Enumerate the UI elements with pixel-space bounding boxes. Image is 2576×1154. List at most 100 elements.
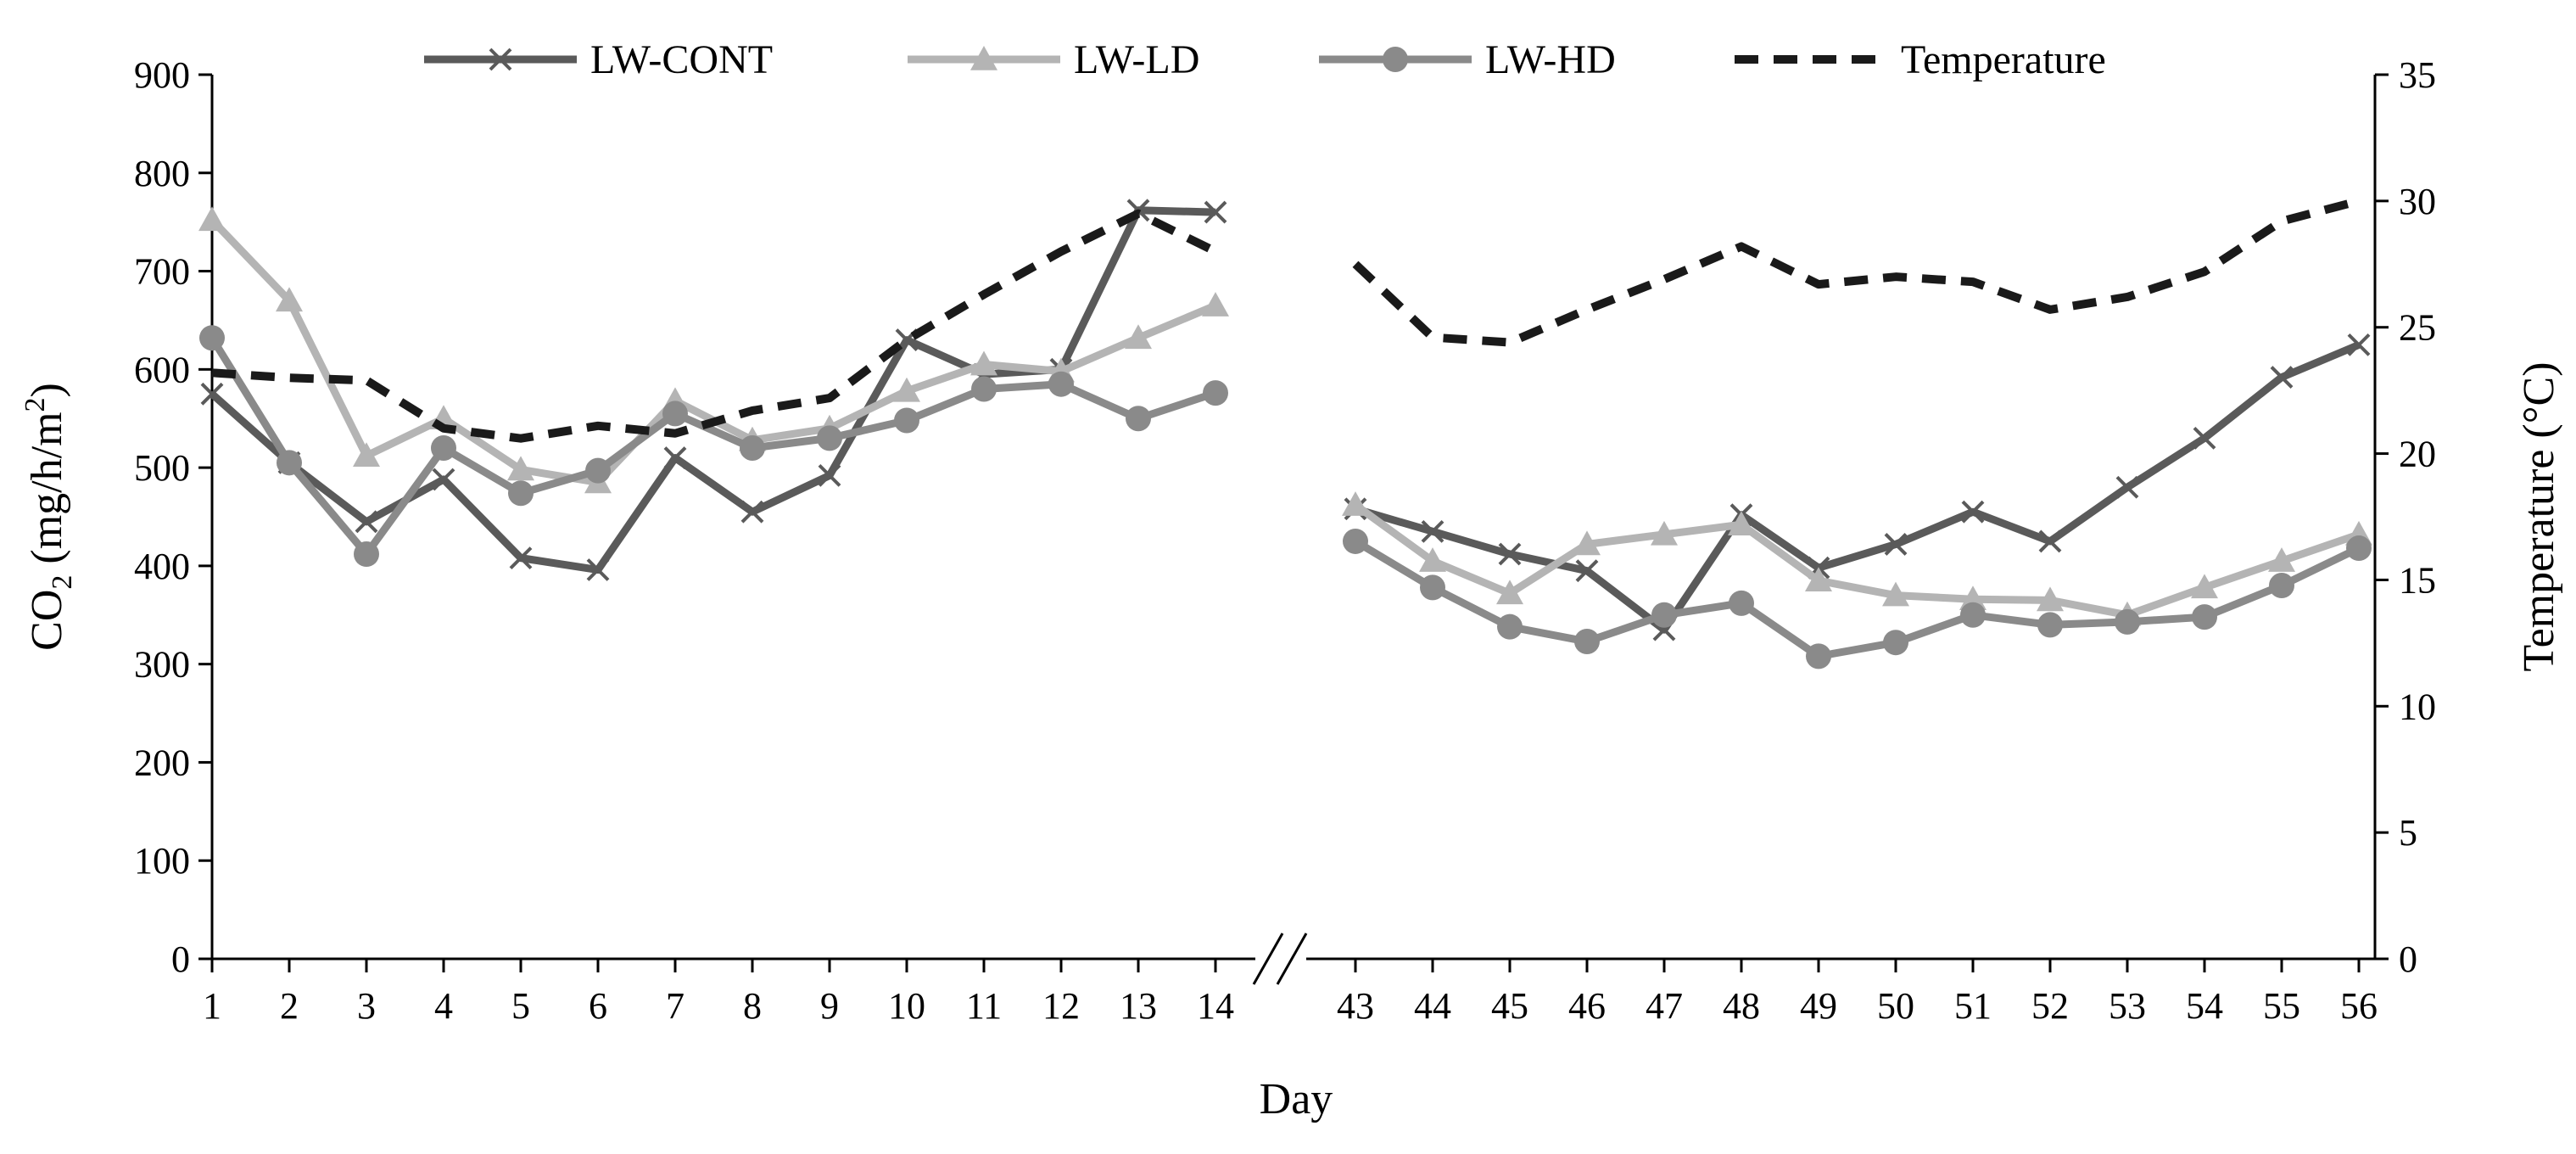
data-point-circle-marker	[662, 401, 688, 427]
data-point-x-marker	[2038, 529, 2062, 553]
series-lw-ld	[198, 206, 2372, 626]
data-point-x-marker	[1498, 542, 1522, 566]
data-point-circle-marker	[1960, 602, 1986, 628]
left-tick-label: 300	[134, 644, 190, 686]
data-point-triangle-marker	[1573, 530, 1601, 556]
data-point-triangle-marker	[1125, 324, 1152, 350]
x-tick-label: 49	[1800, 985, 1837, 1027]
data-point-triangle-marker	[2037, 586, 2064, 612]
data-point-circle-marker	[1574, 629, 1600, 655]
left-y-ticks: 0 100 200 300 400 500 600 700 800 900	[134, 54, 212, 980]
x-tick-label: 4	[434, 985, 453, 1027]
data-point-triangle-marker	[1496, 580, 1523, 605]
data-point-circle-marker	[2269, 573, 2294, 599]
x-tick-label: 52	[2031, 985, 2069, 1027]
data-point-triangle-marker	[353, 442, 380, 468]
left-tick-label: 200	[134, 742, 190, 783]
series-lw-hd	[199, 325, 2372, 669]
x-tick-label: 11	[966, 985, 1002, 1027]
data-point-circle-marker	[817, 425, 842, 451]
data-point-circle-marker	[894, 407, 919, 434]
right-tick-label: 25	[2399, 307, 2436, 349]
x-tick-label: 12	[1042, 985, 1080, 1027]
left-tick-label: 0	[171, 938, 190, 980]
data-point-triangle-marker	[198, 206, 226, 232]
data-point-triangle-marker	[1419, 547, 1446, 572]
right-tick-label: 0	[2399, 938, 2417, 980]
x-tick-label: 6	[589, 985, 607, 1027]
left-y-axis-title: CO2 (mg/h/m2)	[20, 383, 78, 651]
data-point-circle-marker	[2346, 535, 2372, 562]
data-point-triangle-marker	[1202, 292, 1229, 317]
right-tick-label: 15	[2399, 559, 2436, 601]
right-y-axis-title: Temperature (°C)	[2515, 361, 2563, 671]
data-point-x-marker	[740, 500, 764, 524]
x-tick-label: 45	[1491, 985, 1528, 1027]
data-point-circle-marker	[1883, 630, 1908, 656]
data-point-circle-marker	[1203, 380, 1228, 406]
data-point-circle-marker	[508, 480, 534, 507]
left-tick-label: 600	[134, 349, 190, 390]
legend-item: LW-LD	[908, 37, 1199, 82]
right-tick-label: 30	[2399, 181, 2436, 222]
data-point-triangle-marker	[893, 377, 920, 402]
x-tick-label: 13	[1120, 985, 1157, 1027]
x-tick-label: 14	[1197, 985, 1234, 1027]
data-point-x-marker	[489, 48, 512, 71]
series-line	[1353, 538, 2361, 660]
series-layer	[198, 197, 2372, 669]
right-tick-label: 35	[2399, 54, 2436, 96]
legend-item: LW-CONT	[424, 37, 773, 82]
ylabel-sup: 2	[20, 397, 51, 412]
left-tick-label: 500	[134, 447, 190, 489]
series-temperature	[211, 197, 2361, 443]
series-line	[1352, 197, 2361, 347]
legend-item: Temperature	[1735, 37, 2106, 82]
data-point-circle-marker	[1126, 406, 1151, 432]
left-tick-label: 100	[134, 840, 190, 882]
data-point-triangle-marker	[2191, 574, 2218, 599]
data-point-x-marker	[2270, 366, 2294, 389]
x-tick-label: 55	[2263, 985, 2300, 1027]
x-tick-label: 10	[888, 985, 925, 1027]
left-tick-label: 800	[134, 153, 190, 194]
ylabel-base: CO	[23, 590, 71, 651]
legend-label: LW-CONT	[590, 37, 773, 82]
data-point-circle-marker	[199, 325, 225, 351]
data-point-triangle-marker	[1959, 585, 1986, 611]
x-tick-label: 9	[820, 985, 839, 1027]
legend: LW-CONT LW-LD LW-HD Temperature	[424, 37, 2106, 82]
x-tick-label: 44	[1414, 985, 1451, 1027]
data-point-x-marker	[355, 510, 378, 534]
x-ticks: 1 2 3 4 5 6 7 8 9 10 11 12 13 14 43 44 45 46 47 48 49 50 51 52 5…	[203, 959, 2378, 1027]
data-point-circle-marker	[1651, 602, 1677, 628]
right-y-ticks: 0 5 10 15 20 25 30 35	[2375, 54, 2436, 980]
data-point-circle-marker	[1497, 613, 1523, 640]
data-point-x-marker	[509, 546, 533, 570]
x-tick-label: 46	[1568, 985, 1606, 1027]
data-point-triangle-marker	[970, 46, 997, 70]
data-point-circle-marker	[1729, 590, 1754, 616]
data-point-circle-marker	[1420, 574, 1445, 601]
data-point-triangle-marker	[1728, 511, 1755, 536]
data-point-circle-marker	[1048, 371, 1074, 397]
axis-break-mark-1	[1252, 933, 1284, 985]
right-tick-label: 5	[2399, 812, 2417, 854]
data-point-circle-marker	[2037, 612, 2063, 638]
ylabel-unit-open: (mg/h/m	[23, 412, 71, 574]
data-point-x-marker	[818, 463, 841, 487]
series-line	[1353, 501, 2361, 619]
data-point-x-marker	[432, 468, 455, 491]
left-tick-label: 400	[134, 546, 190, 587]
x-tick-label: 51	[1954, 985, 1992, 1027]
legend-label: Temperature	[1901, 37, 2106, 82]
data-point-circle-marker	[2115, 608, 2140, 635]
data-point-x-marker	[1961, 500, 1985, 524]
data-point-x-marker	[1884, 533, 1908, 556]
data-point-triangle-marker	[970, 350, 997, 376]
x-tick-label: 1	[203, 985, 221, 1027]
data-point-x-marker	[2115, 475, 2139, 499]
data-point-x-marker	[2193, 426, 2216, 450]
data-point-triangle-marker	[276, 287, 303, 312]
data-point-circle-marker	[354, 541, 379, 567]
